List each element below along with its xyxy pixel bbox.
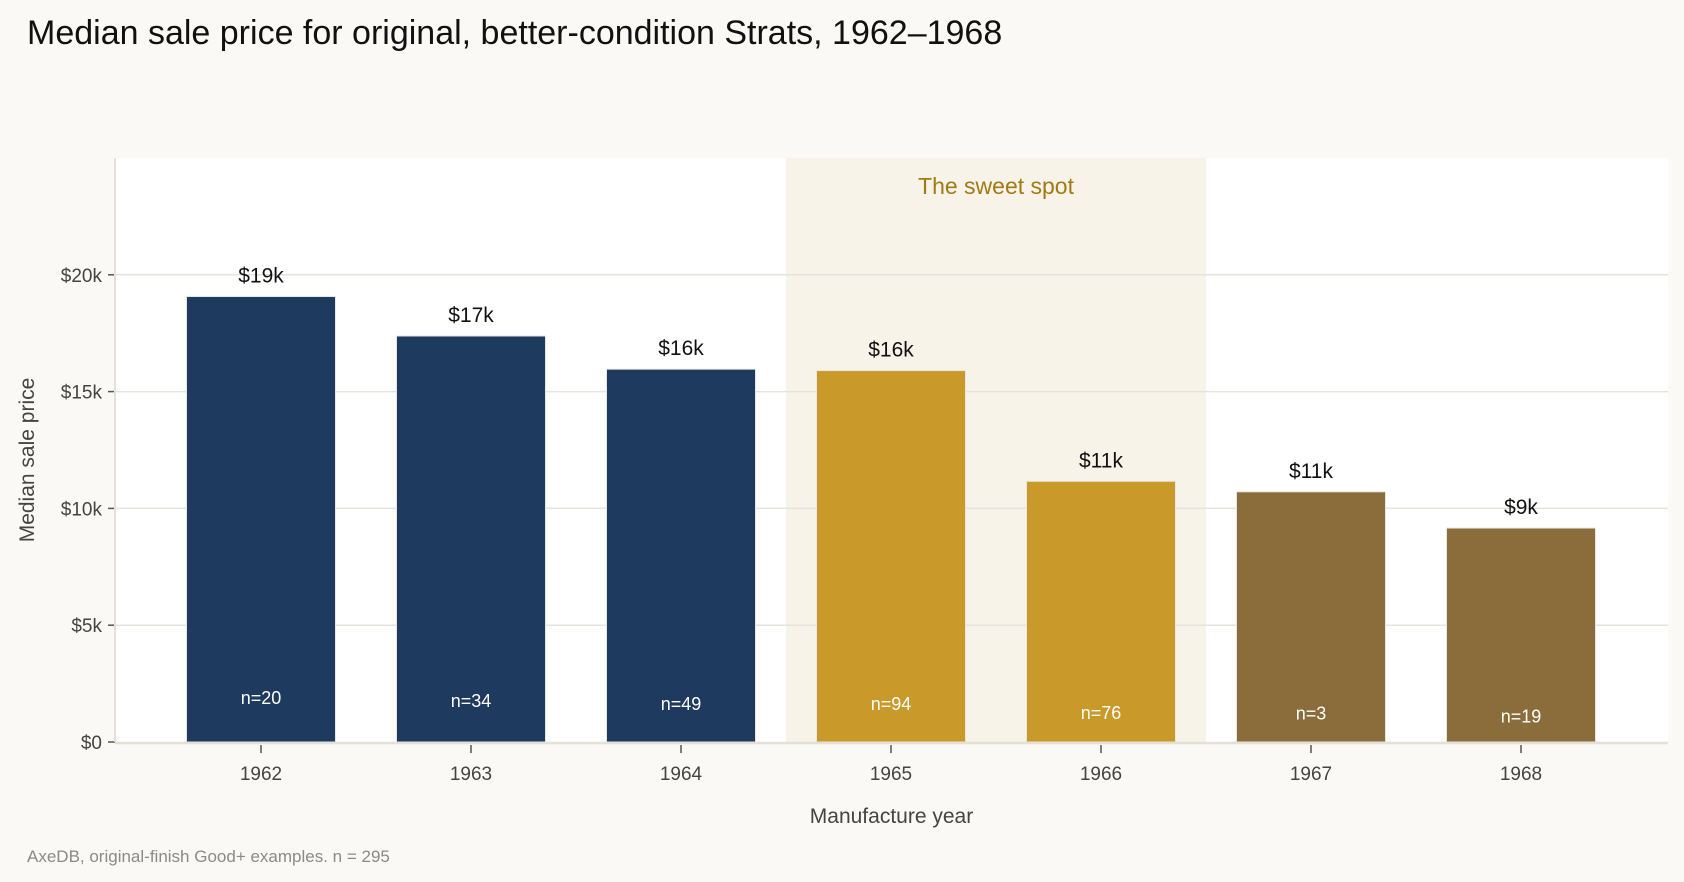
y-tick-label: $10k	[61, 499, 103, 520]
value-label: $11k	[1289, 460, 1333, 483]
value-label: $9k	[1504, 496, 1538, 519]
y-tick-label: $20k	[61, 266, 103, 287]
value-label: $19k	[238, 265, 284, 288]
count-label: n=34	[451, 691, 492, 711]
value-label: $16k	[658, 337, 704, 360]
x-tick-label: 1963	[450, 764, 492, 785]
value-label: $11k	[1079, 449, 1123, 472]
y-tick-label: $5k	[71, 616, 102, 637]
bar-1963	[396, 335, 546, 743]
x-tick-label: 1964	[660, 764, 703, 785]
bar-1966	[1026, 480, 1176, 743]
x-tick-label: 1965	[870, 764, 912, 785]
bar-1962	[186, 296, 336, 743]
chart-title: Median sale price for original, better-c…	[27, 14, 1002, 52]
bar-1964	[606, 368, 756, 743]
y-axis-label: Median sale price	[16, 378, 39, 543]
count-label: n=76	[1081, 703, 1122, 723]
count-label: n=49	[661, 694, 702, 714]
y-tick-label: $0	[81, 733, 102, 754]
count-label: n=20	[241, 688, 282, 708]
bar-1967	[1236, 491, 1386, 743]
bar-1968	[1446, 527, 1596, 743]
highlight-label: The sweet spot	[918, 173, 1075, 199]
value-label: $17k	[448, 304, 494, 327]
bar-1965	[816, 370, 966, 743]
caption: AxeDB, original-finish Good+ examples. n…	[27, 847, 390, 866]
x-tick-label: 1962	[240, 764, 282, 785]
count-label: n=19	[1501, 707, 1542, 727]
x-tick-label: 1966	[1080, 764, 1122, 785]
y-tick-label: $15k	[61, 383, 103, 404]
value-label: $16k	[868, 339, 914, 362]
count-label: n=94	[871, 694, 912, 714]
x-tick-label: 1968	[1500, 764, 1542, 785]
x-tick-label: 1967	[1290, 764, 1332, 785]
count-label: n=3	[1296, 704, 1327, 724]
x-axis-label: Manufacture year	[810, 805, 973, 828]
